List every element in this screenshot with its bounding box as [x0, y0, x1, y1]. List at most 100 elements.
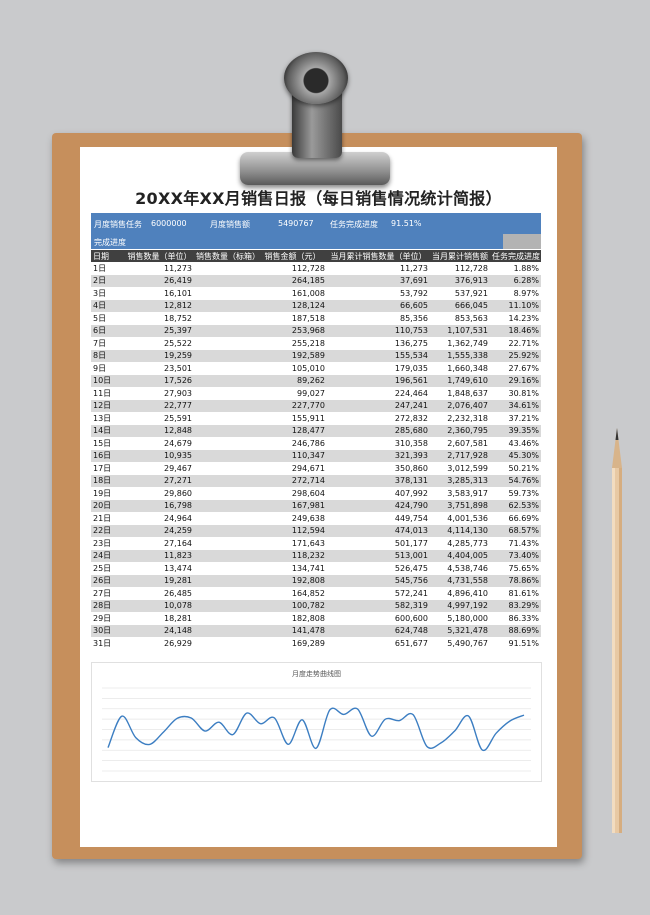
cell-progress: 73.40%: [490, 549, 541, 562]
cell-cum-amount: 1,362,749: [430, 337, 490, 350]
cell-progress: 30.81%: [490, 387, 541, 400]
progress-label: 完成进度: [94, 238, 126, 247]
cell-date: 23日: [91, 537, 125, 550]
cell-qty-unit: 12,848: [125, 424, 194, 437]
cell-cum-amount: 5,490,767: [430, 637, 490, 650]
cell-amount: 187,518: [258, 312, 327, 325]
cell-progress: 22.71%: [490, 337, 541, 350]
cell-qty-box: [194, 474, 258, 487]
cell-progress: 88.69%: [490, 624, 541, 637]
table-header-row: 日期 销售数量（单位） 销售数量（标箱） 销售金额（元） 当月累计销售数量（单位…: [91, 250, 541, 262]
cell-qty-box: [194, 387, 258, 400]
cell-progress: 86.33%: [490, 612, 541, 625]
cell-date: 31日: [91, 637, 125, 650]
clip-ring-icon: [284, 52, 348, 104]
cell-qty-box: [194, 587, 258, 600]
table-row: 3日 16,101 161,008 53,792 537,921 8.97%: [91, 287, 541, 300]
cell-cum-qty: 582,319: [327, 599, 430, 612]
cell-date: 6日: [91, 324, 125, 337]
cell-cum-qty: 378,131: [327, 474, 430, 487]
table-row: 27日 26,485 164,852 572,241 4,896,410 81.61%: [91, 587, 541, 600]
cell-qty-unit: 17,526: [125, 374, 194, 387]
cell-amount: 192,589: [258, 349, 327, 362]
cell-qty-box: [194, 424, 258, 437]
page-title: 20XX年XX月销售日报（每日销售情况统计简报）: [135, 189, 502, 208]
cell-progress: 29.16%: [490, 374, 541, 387]
cell-cum-amount: 4,285,773: [430, 537, 490, 550]
cell-qty-unit: 13,474: [125, 562, 194, 575]
cell-cum-qty: 545,756: [327, 574, 430, 587]
cell-qty-box: [194, 549, 258, 562]
cell-progress: 45.30%: [490, 449, 541, 462]
cell-cum-amount: 376,913: [430, 274, 490, 287]
cell-qty-unit: 16,798: [125, 499, 194, 512]
cell-qty-box: [194, 449, 258, 462]
cell-qty-unit: 26,419: [125, 274, 194, 287]
cell-date: 7日: [91, 337, 125, 350]
cell-qty-unit: 22,777: [125, 399, 194, 412]
cell-qty-box: [194, 274, 258, 287]
cell-cum-amount: 4,896,410: [430, 587, 490, 600]
cell-cum-amount: 4,538,746: [430, 562, 490, 575]
cell-qty-unit: 29,467: [125, 462, 194, 475]
cell-qty-unit: 23,501: [125, 362, 194, 375]
cell-date: 24日: [91, 549, 125, 562]
cell-cum-qty: 449,754: [327, 512, 430, 525]
cell-qty-unit: 24,259: [125, 524, 194, 537]
cell-amount: 227,770: [258, 399, 327, 412]
cell-amount: 155,911: [258, 412, 327, 425]
chart-title: 月度走势曲线图: [292, 670, 341, 678]
table-row: 21日 24,964 249,638 449,754 4,001,536 66.69%: [91, 512, 541, 525]
table-row: 24日 11,823 118,232 513,001 4,404,005 73.40%: [91, 549, 541, 562]
cell-amount: 246,786: [258, 437, 327, 450]
cell-cum-qty: 572,241: [327, 587, 430, 600]
cell-cum-qty: 474,013: [327, 524, 430, 537]
table-row: 31日 26,929 169,289 651,677 5,490,767 91.51%: [91, 637, 541, 650]
cell-qty-box: [194, 624, 258, 637]
cell-qty-unit: 11,273: [125, 262, 194, 275]
header-qty-unit: 销售数量（单位）: [125, 250, 194, 262]
cell-cum-qty: 224,464: [327, 387, 430, 400]
cell-cum-amount: 1,107,531: [430, 324, 490, 337]
header-cum-qty: 当月累计销售数量（单位）: [327, 250, 430, 262]
series-line: [107, 707, 525, 752]
cell-amount: 169,289: [258, 637, 327, 650]
cell-cum-amount: 112,728: [430, 262, 490, 275]
cell-amount: 272,714: [258, 474, 327, 487]
table-row: 29日 18,281 182,808 600,600 5,180,000 86.33%: [91, 612, 541, 625]
cell-amount: 264,185: [258, 274, 327, 287]
cell-cum-amount: 3,583,917: [430, 487, 490, 500]
cell-amount: 298,604: [258, 487, 327, 500]
cell-date: 1日: [91, 262, 125, 275]
cell-qty-box: [194, 499, 258, 512]
cell-amount: 182,808: [258, 612, 327, 625]
cell-qty-box: [194, 637, 258, 650]
monthly-task-value: 6000000: [151, 219, 187, 228]
cell-progress: 75.65%: [490, 562, 541, 575]
cell-qty-unit: 27,164: [125, 537, 194, 550]
cell-cum-qty: 624,748: [327, 624, 430, 637]
cell-amount: 249,638: [258, 512, 327, 525]
cell-progress: 14.23%: [490, 312, 541, 325]
summary-bar: 月度销售任务 6000000 月度销售额 5490767 任务完成进度 91.5…: [91, 213, 541, 234]
cell-amount: 161,008: [258, 287, 327, 300]
cell-progress: 43.46%: [490, 437, 541, 450]
header-qty-box: 销售数量（标箱）: [194, 250, 258, 262]
sales-table: 日期 销售数量（单位） 销售数量（标箱） 销售金额（元） 当月累计销售数量（单位…: [91, 250, 541, 650]
cell-date: 15日: [91, 437, 125, 450]
cell-qty-unit: 27,271: [125, 474, 194, 487]
cell-qty-box: [194, 287, 258, 300]
cell-qty-box: [194, 262, 258, 275]
header-progress: 任务完成进度: [490, 250, 541, 262]
table-row: 26日 19,281 192,808 545,756 4,731,558 78.86%: [91, 574, 541, 587]
pencil-icon: [612, 428, 622, 833]
table-row: 23日 27,164 171,643 501,177 4,285,773 71.43%: [91, 537, 541, 550]
cell-cum-amount: 1,848,637: [430, 387, 490, 400]
cell-cum-qty: 407,992: [327, 487, 430, 500]
cell-qty-unit: 12,812: [125, 299, 194, 312]
cell-cum-amount: 5,180,000: [430, 612, 490, 625]
chart-plot: [102, 687, 531, 772]
cell-cum-amount: 853,563: [430, 312, 490, 325]
cell-qty-box: [194, 612, 258, 625]
table-row: 11日 27,903 99,027 224,464 1,848,637 30.81%: [91, 387, 541, 400]
